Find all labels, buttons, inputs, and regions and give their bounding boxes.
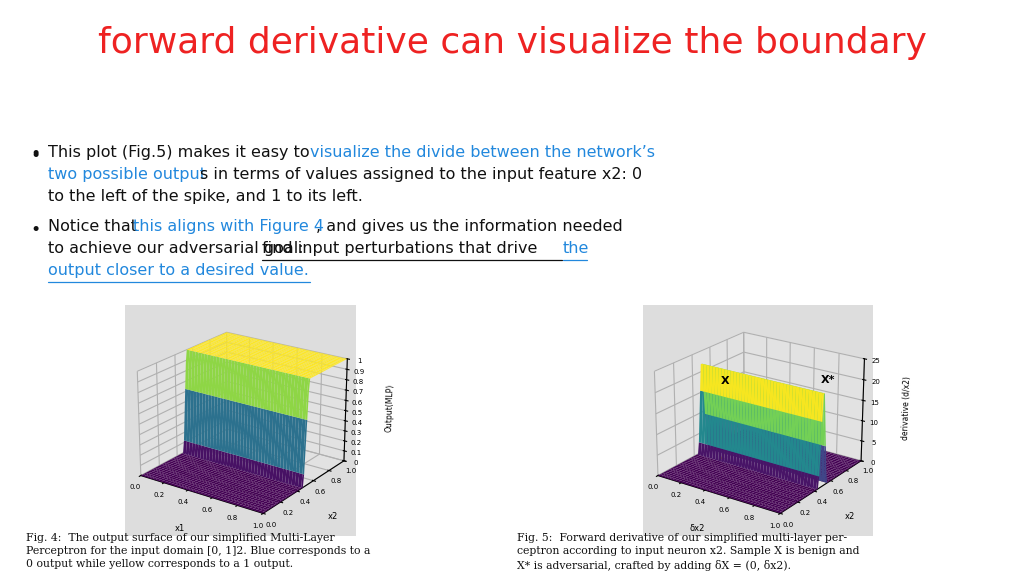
Text: •: •: [30, 221, 40, 239]
Text: This plot (Fig.5) makes it easy to: This plot (Fig.5) makes it easy to: [48, 145, 314, 160]
Text: Fig. 4:  The output surface of our simplified Multi-Layer
Perceptron for the inp: Fig. 4: The output surface of our simpli…: [26, 533, 370, 569]
Y-axis label: x2: x2: [845, 512, 855, 521]
Text: the: the: [563, 241, 590, 256]
Text: •: •: [30, 145, 40, 163]
Text: find input perturbations that drive: find input perturbations that drive: [262, 241, 543, 256]
Text: •: •: [30, 147, 40, 165]
Text: Notice that: Notice that: [48, 219, 142, 234]
Text: two possible output: two possible output: [48, 167, 206, 182]
Text: Fig. 5:  Forward derivative of our simplified multi-layer per-
ceptron according: Fig. 5: Forward derivative of our simpli…: [517, 533, 859, 571]
Text: s in terms of values assigned to the input feature x2: 0: s in terms of values assigned to the inp…: [200, 167, 642, 182]
Text: this aligns with Figure 4: this aligns with Figure 4: [133, 219, 324, 234]
X-axis label: δx2: δx2: [689, 524, 705, 533]
Text: output closer to a desired value.: output closer to a desired value.: [48, 263, 309, 278]
Text: visualize the divide between the network’s: visualize the divide between the network…: [310, 145, 655, 160]
Y-axis label: x2: x2: [328, 512, 338, 521]
X-axis label: x1: x1: [175, 524, 185, 533]
Text: , and gives us the information needed: , and gives us the information needed: [316, 219, 623, 234]
Text: to achieve our adversarial goal:: to achieve our adversarial goal:: [48, 241, 309, 256]
Text: forward derivative can visualize the boundary: forward derivative can visualize the bou…: [97, 26, 927, 60]
Text: to the left of the spike, and 1 to its left.: to the left of the spike, and 1 to its l…: [48, 189, 362, 204]
